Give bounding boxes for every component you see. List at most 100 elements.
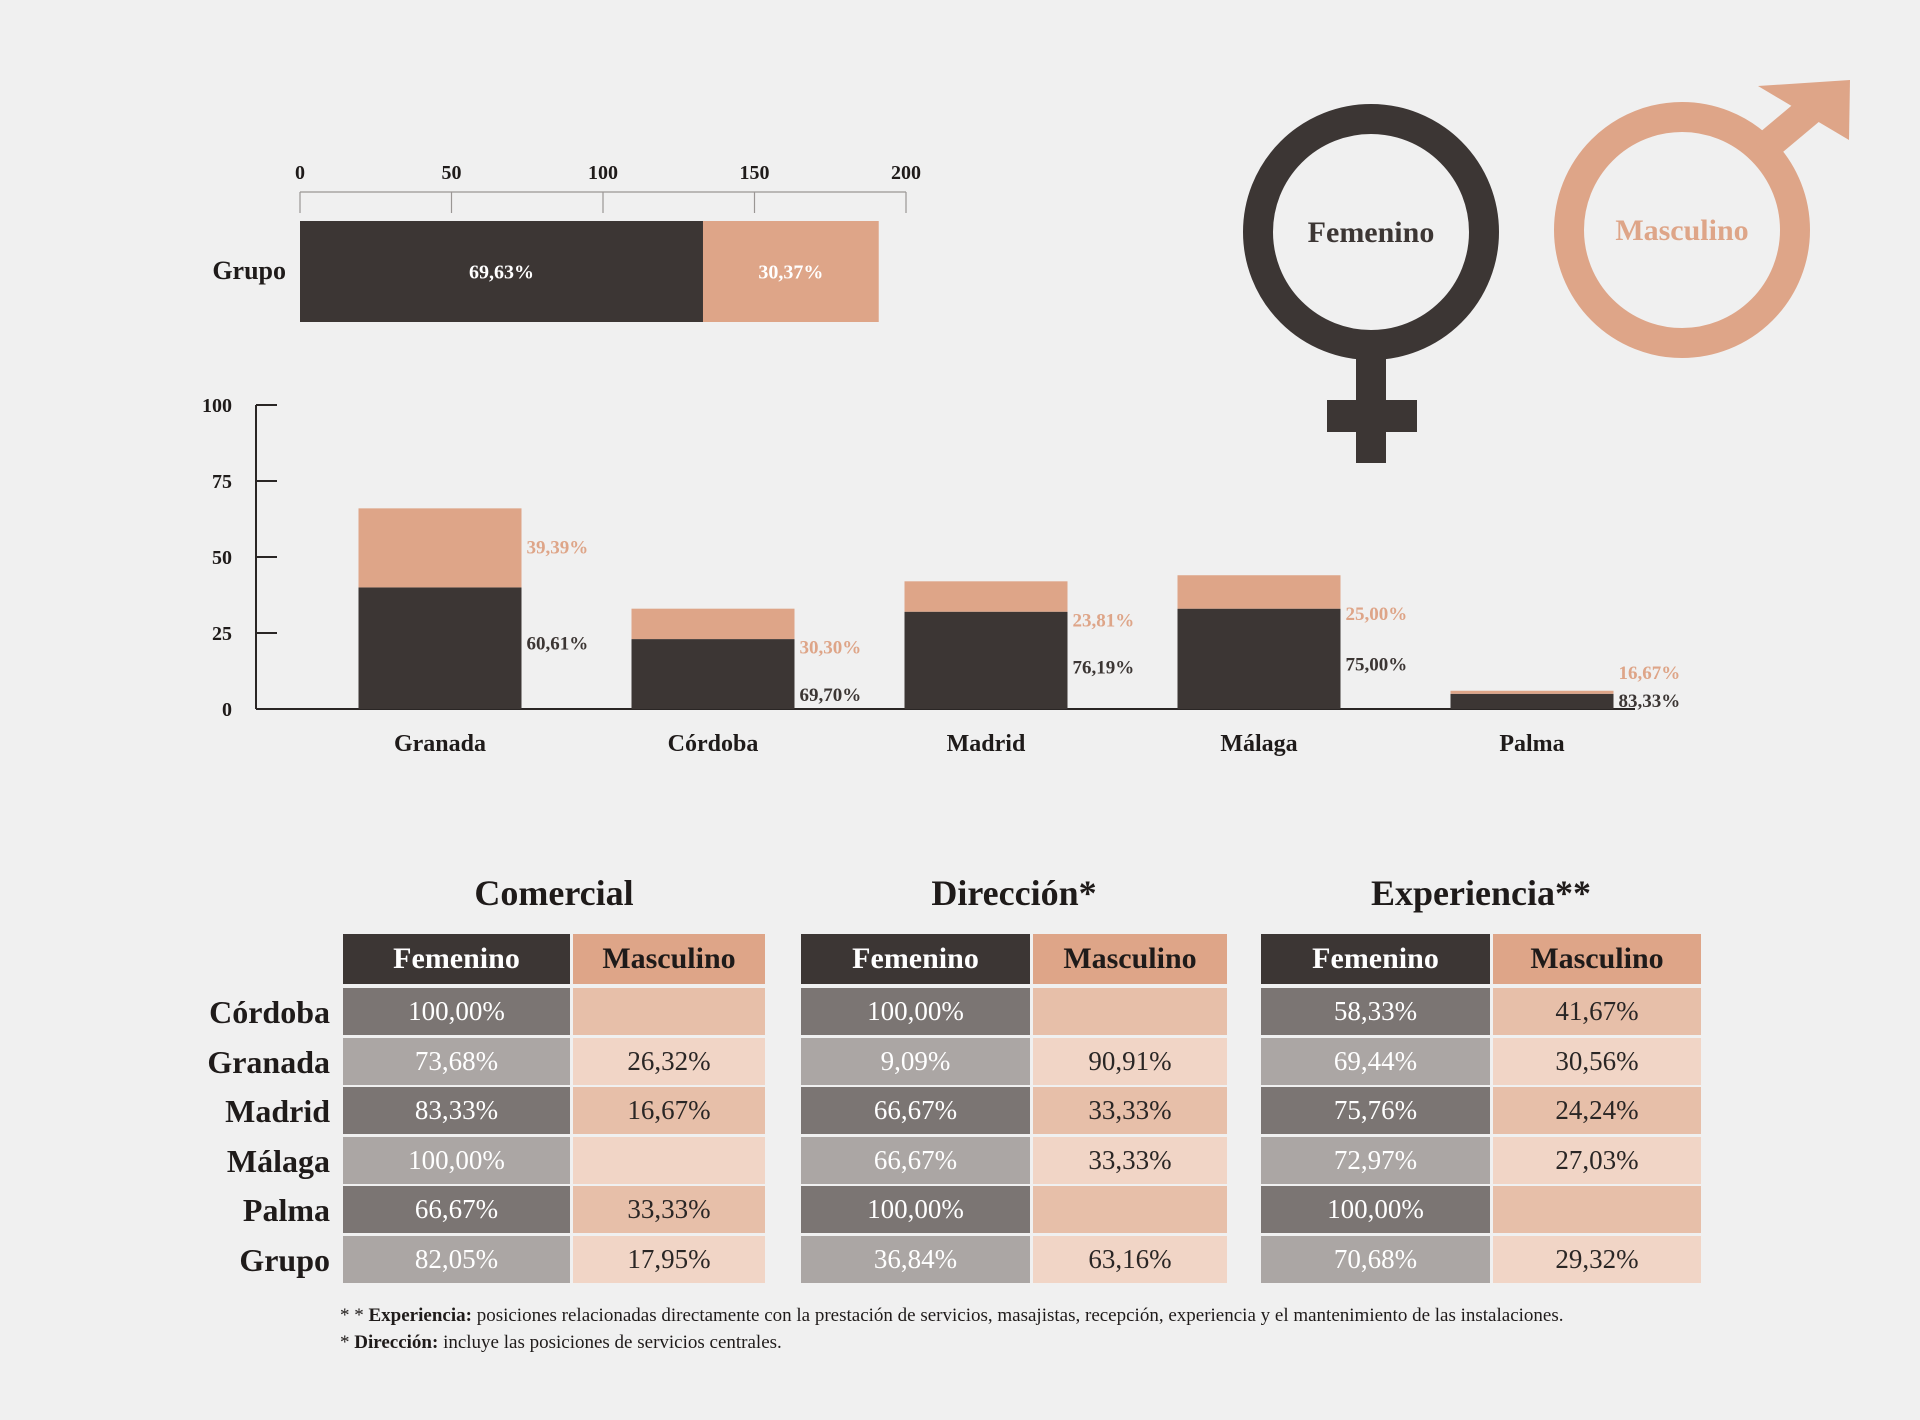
x-tick-label: 150	[740, 162, 770, 184]
category-label: Granada	[394, 731, 486, 757]
section-title: Dirección*	[931, 873, 1097, 913]
table-cell-femenino: 100,00%	[343, 988, 570, 1035]
table-cell-masculino: 63,16%	[1033, 1235, 1227, 1283]
table-cell-femenino: 100,00%	[1261, 1186, 1490, 1233]
table-cell-masculino: 24,24%	[1493, 1087, 1701, 1134]
y-tick-label: 25	[212, 623, 232, 645]
row-label: Málaga	[226, 1142, 330, 1179]
row-label: Madrid	[225, 1093, 330, 1129]
bar-femenino	[904, 611, 1068, 709]
bar-femenino	[300, 221, 703, 322]
table-cell-femenino: 100,00%	[801, 988, 1030, 1035]
footnote-experiencia-marker: * *	[340, 1305, 364, 1326]
table-cell-femenino: 9,09%	[801, 1037, 1030, 1085]
venus-icon	[1243, 104, 1499, 463]
table-cell-masculino: 33,33%	[1033, 1136, 1227, 1184]
category-label: Grupo	[212, 256, 286, 285]
data-label: 39,39%	[527, 537, 589, 558]
footnote-direccion-marker: *	[340, 1332, 350, 1353]
bar-femenino	[1450, 693, 1614, 709]
column-header-femenino: Femenino	[801, 934, 1030, 984]
bar-femenino	[358, 587, 522, 709]
bar-femenino	[1177, 608, 1341, 709]
y-tick-label: 100	[202, 395, 232, 417]
row-label: Granada	[207, 1043, 330, 1080]
table-cell-femenino: 75,76%	[1261, 1087, 1490, 1134]
table-cell-masculino: 90,91%	[1033, 1037, 1227, 1085]
x-tick-label: 200	[891, 162, 921, 184]
table-cell-masculino	[1033, 988, 1227, 1035]
table-cell-femenino: 58,33%	[1261, 988, 1490, 1035]
data-label: 76,19%	[1073, 658, 1135, 679]
bar-masculino	[702, 221, 879, 322]
table-cell-femenino: 66,67%	[801, 1136, 1030, 1184]
table-cell-femenino: 100,00%	[343, 1136, 570, 1184]
column-header-masculino: Masculino	[573, 934, 765, 984]
table-cell-femenino: 72,97%	[1261, 1136, 1490, 1184]
footnotes: * * Experiencia: posiciones relacionadas…	[340, 1302, 1564, 1356]
row-label: Córdoba	[209, 994, 330, 1030]
bar-masculino	[631, 608, 795, 640]
section-title: Comercial	[474, 873, 634, 913]
table-cell-masculino: 17,95%	[573, 1235, 765, 1283]
table-cell-masculino: 33,33%	[1033, 1087, 1227, 1134]
column-header-femenino: Femenino	[1261, 934, 1490, 984]
table-cell-masculino: 41,67%	[1493, 988, 1701, 1035]
table-cell-femenino: 100,00%	[801, 1186, 1030, 1233]
category-label: Málaga	[1220, 731, 1297, 757]
table-cell-masculino: 29,32%	[1493, 1235, 1701, 1283]
bar-masculino	[1450, 690, 1614, 694]
table-cell-femenino: 66,67%	[801, 1087, 1030, 1134]
table-cell-masculino: 33,33%	[573, 1186, 765, 1233]
table-cell-femenino: 70,68%	[1261, 1235, 1490, 1283]
table-cell-masculino	[573, 1136, 765, 1184]
footnote-direccion: * Dirección: incluye las posiciones de s…	[340, 1329, 1564, 1356]
table-cell-femenino: 82,05%	[343, 1235, 570, 1283]
mars-icon	[1554, 80, 1850, 358]
x-tick-label: 50	[442, 162, 462, 184]
data-label: 30,30%	[800, 638, 862, 659]
column-header-femenino: Femenino	[343, 934, 570, 984]
footnote-experiencia-term: Experiencia:	[368, 1305, 472, 1326]
bar-masculino	[358, 508, 522, 588]
footnote-direccion-text: incluye las posiciones de servicios cent…	[438, 1332, 782, 1353]
bar-masculino	[1177, 575, 1341, 609]
legend-male-label: Masculino	[1615, 214, 1748, 247]
bar-masculino	[904, 581, 1068, 612]
data-label: 60,61%	[527, 633, 589, 654]
data-label: 75,00%	[1346, 655, 1408, 676]
table-cell-femenino: 73,68%	[343, 1037, 570, 1085]
column-header-masculino: Masculino	[1033, 934, 1227, 984]
table-cell-femenino: 36,84%	[801, 1235, 1030, 1283]
x-tick-label: 0	[295, 162, 305, 184]
bar-femenino	[631, 639, 795, 709]
footnote-experiencia-text: posiciones relacionadas directamente con…	[471, 1305, 1564, 1326]
group-horizontal-chart: 0 50 100 150 200 69,63% 30,37% Grupo	[212, 162, 921, 322]
data-label: 69,63%	[469, 262, 534, 284]
category-label: Palma	[1499, 731, 1564, 757]
table-cell-masculino	[1493, 1186, 1701, 1233]
row-label: Palma	[242, 1192, 330, 1228]
footnote-direccion-term: Dirección:	[354, 1332, 439, 1353]
x-tick-label: 100	[588, 162, 618, 184]
table-cell-femenino: 66,67%	[343, 1186, 570, 1233]
table-cell-femenino: 83,33%	[343, 1087, 570, 1134]
data-label: 83,33%	[1619, 691, 1681, 712]
office-vertical-chart: 0 25 50 75 100 60,61% 39,39% Granada 69,70% 30,30…	[202, 395, 1680, 757]
table-cell-masculino	[1033, 1186, 1227, 1233]
footnote-experiencia: * * Experiencia: posiciones relacionadas…	[340, 1302, 1564, 1329]
data-label: 69,70%	[800, 685, 862, 706]
table-cell-femenino: 69,44%	[1261, 1037, 1490, 1085]
category-label: Córdoba	[668, 731, 759, 757]
data-label: 16,67%	[1619, 663, 1681, 684]
category-label: Madrid	[947, 731, 1026, 757]
charts-canvas: Femenino Masculino 0 50 100 150 200 69,63% 30,…	[202, 80, 1850, 757]
y-tick-label: 75	[212, 471, 232, 493]
table-cell-masculino: 30,56%	[1493, 1037, 1701, 1085]
table-cell-masculino: 26,32%	[573, 1037, 765, 1085]
tables-area: Córdoba Granada Madrid Málaga Palma Grupo Come…	[0, 860, 1920, 1340]
table-cell-masculino: 16,67%	[573, 1087, 765, 1134]
row-label: Grupo	[239, 1241, 330, 1278]
data-label: 30,37%	[758, 262, 823, 284]
y-tick-label: 50	[212, 547, 232, 569]
